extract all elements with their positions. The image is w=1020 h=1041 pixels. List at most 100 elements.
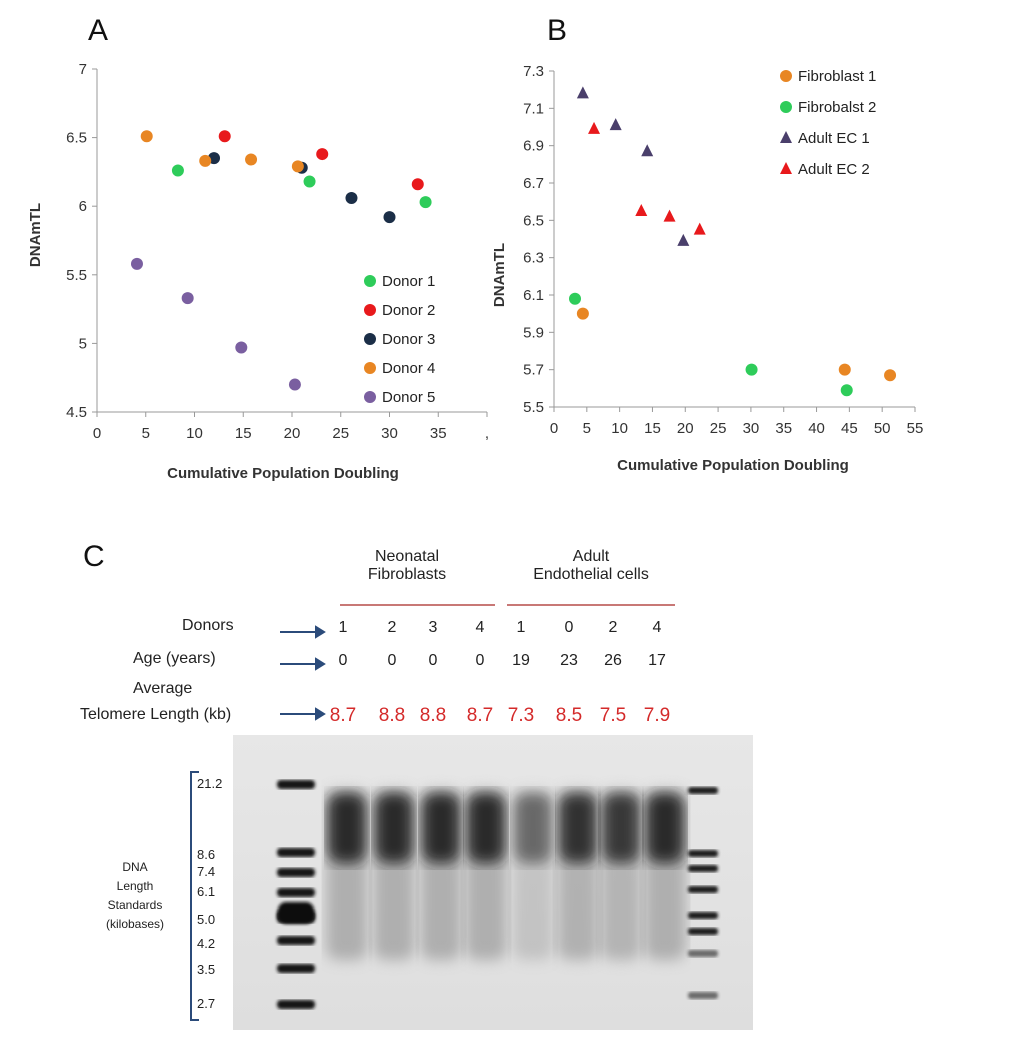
x-tick-label: 5	[142, 425, 150, 442]
data-point	[288, 378, 301, 391]
gel-image	[233, 735, 753, 1030]
telomere-length: 7.9	[643, 705, 671, 726]
telomere-length: 7.5	[599, 705, 627, 726]
data-point	[609, 118, 622, 131]
donor-number: 2	[608, 619, 618, 636]
data-point	[635, 204, 648, 216]
legend-label: Adult EC 1	[798, 130, 870, 147]
ladder-band	[277, 848, 315, 857]
data-point	[641, 144, 654, 157]
standard-kb-label: 8.6	[197, 847, 216, 862]
donor-number: 2	[387, 619, 397, 636]
standards-label-line: (kilobases)	[105, 917, 165, 931]
donor-number: 1	[338, 619, 348, 636]
legend-label: Donor 4	[382, 360, 435, 377]
data-point	[576, 307, 589, 320]
data-point	[677, 233, 690, 246]
data-point	[419, 196, 432, 209]
x-tick-label: 30	[381, 425, 398, 442]
telomere-length: 8.8	[419, 705, 447, 726]
data-point	[569, 292, 582, 305]
lane-band	[514, 793, 552, 863]
legend-label: Donor 1	[382, 273, 435, 290]
ladder-band	[277, 888, 315, 897]
panel-label-c: C	[83, 540, 105, 573]
y-tick-label: 5	[79, 335, 87, 352]
arrow-icon	[315, 657, 326, 671]
donor-number: 0	[564, 619, 574, 636]
x-tick-label: 15	[235, 425, 252, 442]
ladder-band	[688, 992, 718, 999]
donor-age: 17	[648, 652, 666, 669]
donor-age: 26	[604, 652, 622, 669]
data-point	[218, 130, 231, 143]
lane-band	[559, 793, 597, 863]
y-tick-label: 6.1	[523, 287, 544, 304]
y-tick-label: 6.3	[523, 250, 544, 267]
legend-marker	[780, 70, 792, 82]
ladder-band	[277, 936, 315, 945]
telomere-length: 8.7	[329, 705, 357, 726]
data-point	[303, 175, 316, 188]
y-tick-label: 5.5	[66, 267, 87, 284]
standard-kb-label: 6.1	[197, 884, 216, 899]
y-tick-label: 7	[79, 61, 87, 78]
y-tick-label: 5.9	[523, 324, 544, 341]
y-tick-label: 6.5	[66, 130, 87, 147]
x-tick-label: 0	[93, 425, 101, 442]
row-arrows	[280, 625, 326, 721]
y-axis-label: DNAmTL	[491, 243, 508, 307]
ladder-band	[277, 780, 315, 789]
y-tick-label: 4.5	[66, 404, 87, 421]
legend-marker	[780, 162, 792, 174]
legend-marker	[364, 391, 376, 403]
y-tick-label: 6.5	[523, 212, 544, 229]
legend-label: Adult EC 2	[798, 161, 870, 178]
data-point	[663, 209, 676, 222]
data-point	[838, 363, 851, 376]
lane-band	[375, 793, 413, 863]
x-tick-label: 20	[677, 420, 694, 437]
group1-title-line: Neonatal	[374, 548, 440, 565]
legend-marker	[364, 275, 376, 287]
x-tick-label: 30	[743, 420, 760, 437]
donor-number: 1	[516, 619, 526, 636]
tl-row-label-line1: Average	[133, 680, 193, 697]
data-point	[745, 363, 758, 376]
x-tick-label: 40	[808, 420, 825, 437]
donors-row-label: Donors	[182, 617, 234, 634]
data-point	[171, 164, 184, 177]
x-axis-label: Cumulative Population Doubling	[617, 457, 849, 474]
data-point	[235, 341, 248, 354]
data-point	[181, 292, 194, 305]
group2-title-line: Endothelial cells	[533, 566, 649, 583]
group1-title: Neonatal Fibroblasts	[362, 548, 452, 584]
standards-label-line: DNA	[122, 860, 148, 874]
chart-b: DNAmTL Cumulative Population Doubling 7.…	[491, 63, 924, 474]
group2-title: Adult Endothelial cells	[516, 548, 666, 584]
data-point	[588, 121, 601, 134]
legend-marker	[364, 362, 376, 374]
legend-label: Donor 3	[382, 331, 435, 348]
arrow-icon	[315, 625, 326, 639]
arrow-icon	[315, 707, 326, 721]
y-tick-label: 6.9	[523, 138, 544, 155]
standards-label-line: Standards	[107, 898, 163, 912]
legend-label: Donor 2	[382, 302, 435, 319]
donor-number: 4	[475, 619, 485, 636]
standards-bracket	[190, 771, 199, 1021]
data-point	[245, 153, 258, 166]
telomere-length: 7.3	[507, 705, 535, 726]
telomere-length: 8.5	[555, 705, 583, 726]
donor-age: 0	[387, 652, 397, 669]
x-tick-label: 0	[550, 420, 558, 437]
x-tick-label: 55	[907, 420, 924, 437]
x-tick-label: 45	[841, 420, 858, 437]
standards-label-line: Length	[116, 879, 154, 893]
data-point	[840, 384, 853, 397]
legend-label: Donor 5	[382, 389, 435, 406]
group1-underline	[340, 604, 495, 606]
legend-marker	[364, 333, 376, 345]
y-tick-label: 6	[79, 198, 87, 215]
x-tick-label: ,	[485, 425, 489, 442]
